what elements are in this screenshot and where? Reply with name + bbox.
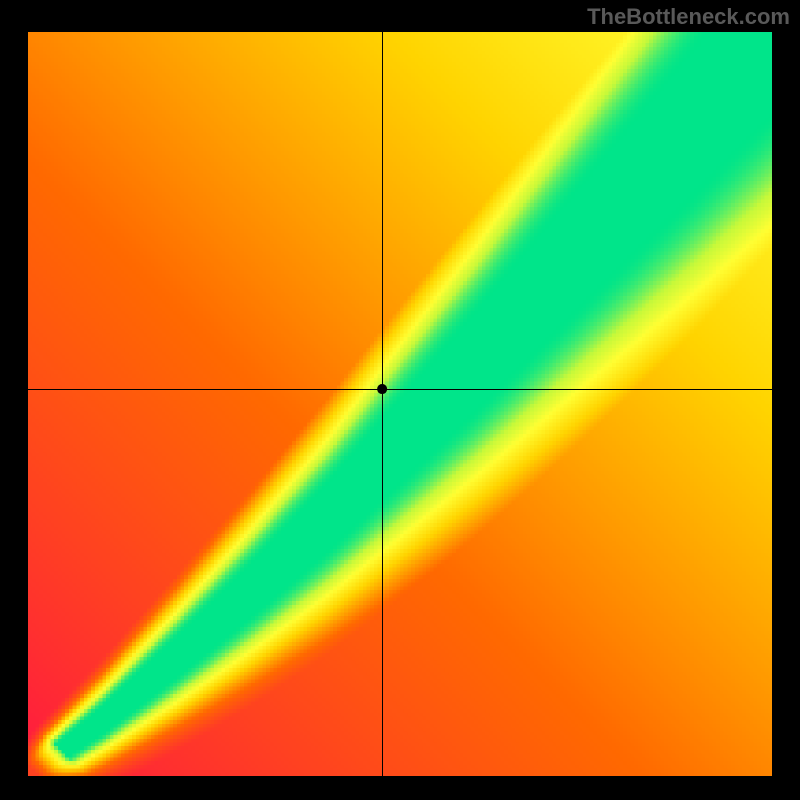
- watermark-text: TheBottleneck.com: [587, 4, 790, 30]
- crosshair-overlay: [28, 32, 772, 776]
- chart-frame: { "watermark": { "text": "TheBottleneck.…: [0, 0, 800, 800]
